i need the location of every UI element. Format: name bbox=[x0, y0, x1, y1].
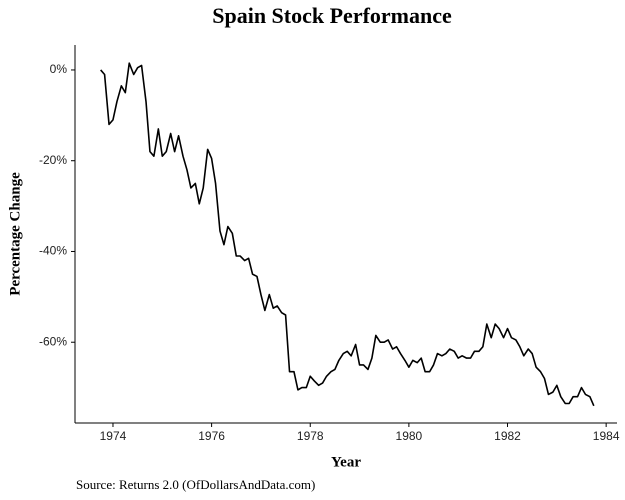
y-tick-label: -60% bbox=[39, 334, 67, 348]
x-tick-label: 1976 bbox=[198, 429, 225, 443]
y-tick-label: -40% bbox=[39, 244, 67, 258]
x-tick-label: 1978 bbox=[297, 429, 324, 443]
x-axis-label: Year bbox=[331, 454, 361, 470]
y-tick-label: -20% bbox=[39, 153, 67, 167]
y-tick-label: 0% bbox=[50, 62, 68, 76]
x-tick-label: 1982 bbox=[494, 429, 521, 443]
x-tick-label: 1984 bbox=[593, 429, 620, 443]
x-tick-label: 1980 bbox=[396, 429, 423, 443]
y-axis-label: Percentage Change bbox=[7, 172, 23, 296]
price-line bbox=[100, 62, 595, 407]
source-note: Source: Returns 2.0 (OfDollarsAndData.co… bbox=[76, 477, 315, 492]
chart-title: Spain Stock Performance bbox=[212, 3, 452, 28]
x-tick-label: 1974 bbox=[100, 429, 127, 443]
